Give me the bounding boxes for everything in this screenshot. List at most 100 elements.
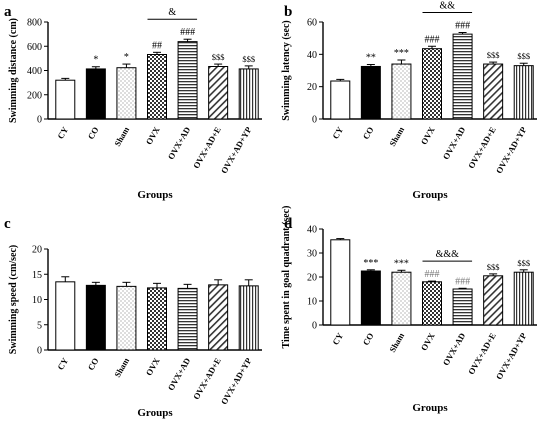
chart-panel-b: b 0 20 40 60 Swimming latency (sec) CY ** CO *** S… [281,1,537,201]
significance-mark: * [124,52,129,63]
bracket-label: &&& [436,249,460,260]
y-tick-label: 60 [307,18,317,29]
bar-ovx-ad [177,41,198,120]
x-tick-label: CO [361,331,376,347]
bar-sham [391,63,412,120]
significance-mark: * [93,55,98,66]
bar-ovx-ad-e [208,65,229,120]
significance-mark: $$$ [487,262,500,272]
significance-mark: $$$ [517,258,530,268]
bracket-label: & [168,7,176,18]
bar-ovx-ad [452,288,473,326]
significance-mark: *** [394,258,409,269]
x-tick-label: Sham [387,125,406,148]
y-axis-title: Swimming distance (cm) [8,18,19,123]
x-tick-label: CY [55,125,70,141]
significance-mark: ### [180,27,195,38]
x-tick-label: OVX+AD [441,125,468,161]
x-tick-label: OVX+AD+YP [219,356,254,406]
y-tick-label: 20 [307,273,317,284]
y-tick-label: 20 [307,82,317,93]
bar-ovx [422,48,442,120]
x-tick-label: OVX+AD [166,356,193,392]
significance-mark: $$$ [517,51,530,61]
y-tick-label: 30 [307,249,317,260]
panel-label: a [4,4,12,20]
bar-ovx [147,53,167,120]
bar-co [360,65,381,120]
x-tick-label: OVX [144,124,163,146]
x-tick-label: OVX+AD+E [191,356,223,402]
x-axis-title: Groups [137,407,173,419]
y-tick-label: 400 [27,66,42,77]
panel-label: b [284,4,292,20]
y-tick-label: 200 [27,90,42,101]
x-axis-title: Groups [137,189,173,201]
x-tick-label: OVX [419,330,438,352]
y-tick-label: 0 [37,115,42,126]
chart-panel-d: d 0 10 20 30 40 Time spent in goal quadrant (s… [281,206,537,414]
x-tick-label: CO [86,356,101,372]
bracket-label: && [440,1,456,12]
significance-mark: *** [363,258,378,269]
y-axis-title: Swimming speed (cm/sec) [8,245,19,354]
x-tick-label: OVX+AD+E [466,331,498,377]
y-tick-label: 0 [312,321,317,332]
bar-ovx-ad-e [483,63,504,120]
y-tick-label: 0 [312,115,317,126]
significance-mark: $$$ [212,52,225,62]
x-axis-title: Groups [412,402,448,414]
panel-label: c [4,216,11,232]
bar-ovx-ad [452,33,473,120]
significance-mark: ** [366,53,376,64]
bar-ovx [422,281,442,326]
significance-mark: *** [394,48,409,59]
x-tick-label: OVX+AD [441,331,468,367]
bar-cy [330,239,351,326]
x-tick-label: OVX [419,124,438,146]
bar-ovx-ad-yp [238,285,259,351]
bar-ovx-ad-yp [513,271,534,326]
x-tick-label: OVX+AD [166,125,193,161]
x-tick-label: OVX+AD+YP [219,125,254,175]
x-tick-label: CY [55,356,70,372]
significance-mark: ### [455,276,470,287]
x-tick-label: OVX+AD+E [466,125,498,171]
x-tick-label: CO [86,125,101,141]
y-axis-title: Swimming latency (sec) [281,20,292,121]
y-tick-label: 600 [27,42,42,53]
bar-co [85,284,106,351]
bar-ovx-ad [177,287,198,351]
panel-label: d [284,216,293,232]
significance-mark: $$$ [487,50,500,60]
bar-cy [55,79,76,120]
bar-cy [55,281,76,351]
bar-sham [116,285,137,351]
chart-panel-a: a 0 200 400 600 800 Swimming distance (cm) CY * C… [4,4,262,201]
x-tick-label: Sham [387,331,406,354]
y-tick-label: 20 [32,245,42,256]
y-tick-label: 0 [37,346,42,357]
bar-ovx [147,287,167,351]
bar-co [360,270,381,326]
x-tick-label: CO [361,125,376,141]
y-tick-label: 40 [307,50,317,61]
significance-mark: ### [425,269,440,280]
y-tick-label: 10 [307,297,317,308]
bar-sham [391,271,412,326]
y-tick-label: 15 [32,270,42,281]
y-axis-title: Time spent in goal quadrant (sec) [281,206,292,349]
significance-mark: ### [425,34,440,45]
bar-ovx-ad-e [208,284,229,351]
x-tick-label: Sham [112,356,131,379]
x-tick-label: CY [330,125,345,141]
x-axis-title: Groups [412,189,448,201]
y-tick-label: 10 [32,295,42,306]
x-tick-label: Sham [112,125,131,148]
chart-panel-c: c 0 5 10 15 20 Swimming speed (cm/sec) CY CO Sham… [4,216,262,419]
bar-ovx-ad-yp [513,65,534,120]
bar-co [85,68,106,120]
significance-mark: ## [152,40,162,51]
bar-ovx-ad-e [483,275,504,326]
